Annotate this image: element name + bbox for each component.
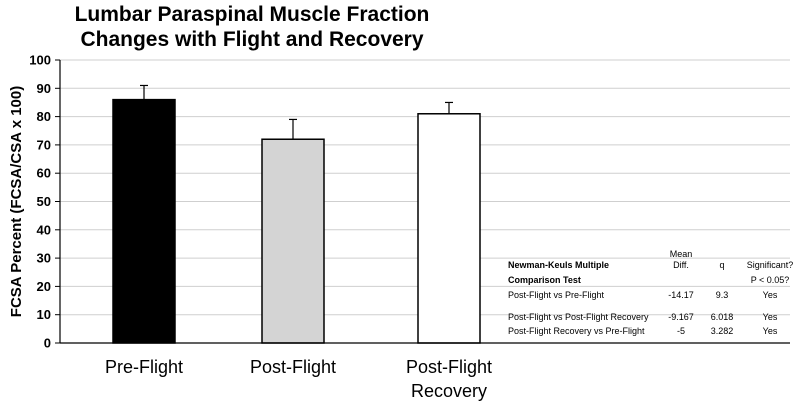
table-cell-mean-diff: -14.17 (668, 290, 694, 300)
x-tick-label: Post-Flight (250, 357, 336, 377)
table-cell-mean-diff: -5 (677, 326, 685, 336)
bar-post-flight (261, 138, 325, 344)
x-tick-label: Pre-Flight (105, 357, 183, 377)
y-tick-label: 80 (37, 109, 51, 124)
error-bars (140, 84, 453, 140)
y-axis-label-group: FCSA Percent (FCSA/CSA x 100) (8, 86, 25, 317)
x-tick-label: Post-Flight (406, 357, 492, 377)
bars (112, 98, 481, 344)
table-cell-q: 9.3 (716, 290, 729, 300)
x-axis-ticks: Pre-Flight Post-Flight Post-Flight Recovery (105, 357, 492, 401)
y-tick-label: 0 (44, 336, 51, 351)
table-title: Newman-Keuls Multiple (508, 260, 609, 270)
chart-title-line: Lumbar Paraspinal Muscle Fraction (75, 3, 430, 26)
table-cell-q: 3.282 (711, 326, 734, 336)
x-tick-label: Recovery (411, 381, 487, 401)
y-tick-label: 100 (29, 53, 51, 68)
table-header-mean-diff: Mean (670, 249, 693, 259)
y-axis-ticks: 0 10 20 30 40 50 60 70 80 90 100 (29, 53, 60, 351)
y-tick-label: 30 (37, 251, 51, 266)
y-tick-label: 20 (37, 279, 51, 294)
table-cell-comparison: Post-Flight Recovery vs Pre-Flight (508, 326, 645, 336)
table-header-mean-diff: Diff. (673, 260, 689, 270)
y-axis-label: FCSA Percent (FCSA/CSA x 100) (8, 86, 25, 317)
table-cell-significant: Yes (763, 312, 778, 322)
table-cell-q: 6.018 (711, 312, 734, 322)
y-tick-label: 50 (37, 194, 51, 209)
y-tick-label: 70 (37, 137, 51, 152)
table-cell-mean-diff: -9.167 (668, 312, 694, 322)
table-cell-significant: Yes (763, 326, 778, 336)
chart-title: Lumbar Paraspinal Muscle FractionChanges… (75, 3, 430, 51)
y-tick-label: 10 (37, 307, 51, 322)
y-tick-label: 60 (37, 166, 51, 181)
table-header-significant: P < 0.05? (751, 275, 790, 285)
table-title: Comparison Test (508, 275, 581, 285)
bar-post-flight-recovery (417, 113, 481, 344)
table-cell-significant: Yes (763, 290, 778, 300)
table-header-significant: Significant? (747, 260, 794, 270)
table-cell-comparison: Post-Flight vs Pre-Flight (508, 290, 605, 300)
chart-title-line: Changes with Flight and Recovery (80, 28, 423, 51)
y-tick-label: 90 (37, 81, 51, 96)
table-header-q: q (719, 260, 724, 270)
bar-pre-flight (112, 98, 176, 344)
y-tick-label: 40 (37, 222, 51, 237)
axes (59, 60, 790, 344)
table-cell-comparison: Post-Flight vs Post-Flight Recovery (508, 312, 649, 322)
